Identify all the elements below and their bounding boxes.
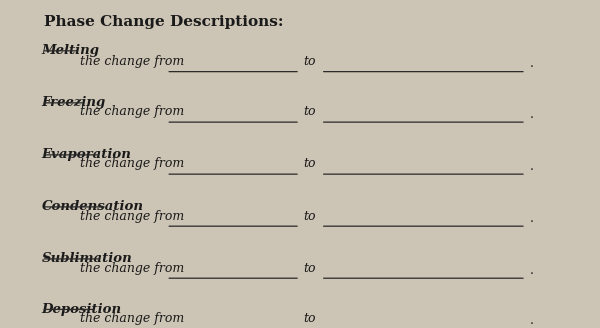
Text: the change from: the change from <box>80 157 184 171</box>
Text: to: to <box>303 210 316 222</box>
Text: to: to <box>303 261 316 275</box>
Text: to: to <box>303 106 316 118</box>
Text: Phase Change Descriptions:: Phase Change Descriptions: <box>44 15 284 29</box>
Text: Condensation: Condensation <box>41 200 143 213</box>
Text: to: to <box>303 312 316 325</box>
Text: .: . <box>529 108 533 121</box>
Text: Deposition: Deposition <box>41 303 122 316</box>
Text: Evaporation: Evaporation <box>41 148 131 161</box>
Text: .: . <box>529 212 533 225</box>
Text: Freezing: Freezing <box>41 96 106 109</box>
Text: the change from: the change from <box>80 210 184 222</box>
Text: Melting: Melting <box>41 44 100 57</box>
Text: .: . <box>529 57 533 70</box>
Text: to: to <box>303 55 316 68</box>
Text: to: to <box>303 157 316 171</box>
Text: .: . <box>529 264 533 277</box>
Text: .: . <box>529 160 533 173</box>
Text: Sublimation: Sublimation <box>41 252 132 265</box>
Text: the change from: the change from <box>80 55 184 68</box>
Text: the change from: the change from <box>80 312 184 325</box>
Text: the change from: the change from <box>80 261 184 275</box>
Text: .: . <box>529 314 533 327</box>
Text: the change from: the change from <box>80 106 184 118</box>
